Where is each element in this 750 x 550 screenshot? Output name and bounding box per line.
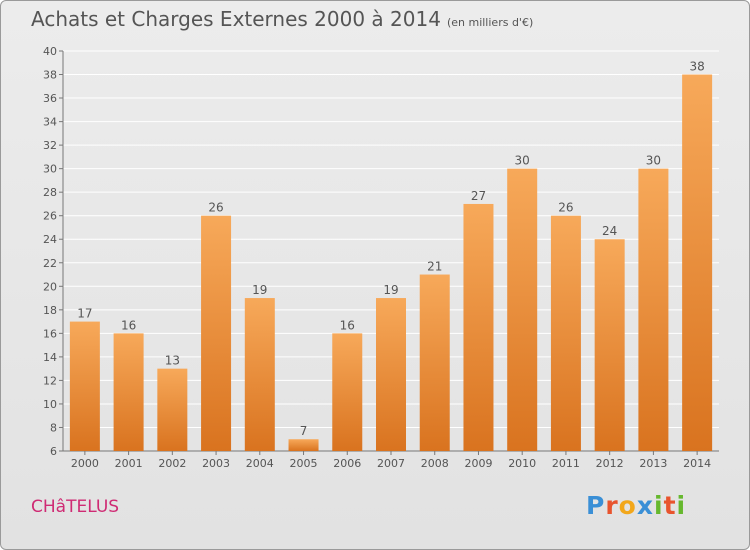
logo-letter: x	[636, 491, 654, 520]
data-label-2000: 17	[77, 307, 92, 321]
bar-2006	[332, 333, 363, 451]
x-tick-label: 2014	[683, 457, 711, 470]
x-tick-label: 2012	[596, 457, 624, 470]
logo-letter: i	[654, 491, 664, 520]
x-tick-label: 2011	[552, 457, 580, 470]
data-label-2010: 30	[515, 154, 530, 168]
x-tick-label: 2013	[639, 457, 667, 470]
y-tick-label: 16	[43, 327, 57, 340]
data-label-2001: 16	[121, 318, 136, 332]
y-tick-label: 40	[43, 45, 57, 58]
chart-title-block: Achats et Charges Externes 2000 à 2014 (e…	[31, 7, 533, 31]
logo-letter: P	[586, 491, 606, 520]
x-tick-label: 2001	[115, 457, 143, 470]
bar-2001	[113, 333, 144, 451]
logo-letter: i	[676, 491, 687, 520]
x-tick-label: 2008	[421, 457, 449, 470]
data-label-2003: 26	[208, 201, 223, 215]
y-tick-label: 6	[50, 445, 57, 458]
chart-subtitle: (en milliers d'€)	[446, 16, 534, 29]
data-label-2007: 19	[383, 283, 398, 297]
x-tick-label: 2009	[464, 457, 492, 470]
logo-letter: t	[663, 491, 677, 520]
y-tick-label: 8	[50, 421, 57, 434]
data-label-2014: 38	[689, 60, 704, 74]
axes: 6 8 10 12 14 16 18 20 22 24 26 28 30 32 34 36 38 40 2000 20…	[43, 45, 719, 470]
data-label-2008: 21	[427, 260, 442, 274]
bar-2002	[157, 368, 188, 451]
x-tick-label: 2010	[508, 457, 536, 470]
bar-2000	[69, 321, 100, 451]
bar-2009	[463, 203, 494, 451]
bar-2008	[419, 274, 450, 451]
bars	[69, 74, 713, 451]
y-tick-label: 14	[43, 351, 57, 364]
y-tick-label: 32	[43, 139, 57, 152]
data-label-2005: 7	[300, 424, 308, 438]
data-label-2004: 19	[252, 283, 267, 297]
bar-2012	[594, 239, 625, 451]
x-tick-label: 2005	[290, 457, 318, 470]
x-tick-label: 2002	[158, 457, 186, 470]
y-tick-label: 36	[43, 92, 57, 105]
y-tick-label: 20	[43, 280, 57, 293]
data-label-2002: 13	[165, 354, 180, 368]
data-label-2013: 30	[646, 154, 661, 168]
bar-2007	[376, 298, 406, 451]
y-tick-label: 12	[43, 374, 57, 387]
bar-2013	[638, 168, 669, 451]
bar-2005	[288, 439, 319, 451]
x-tick-label: 2007	[377, 457, 405, 470]
y-tick-label: 18	[43, 304, 57, 317]
bar-2011	[550, 215, 581, 451]
x-tick-label: 2000	[71, 457, 99, 470]
x-tick-label: 2006	[333, 457, 361, 470]
bar-2010	[507, 168, 538, 451]
data-label-2012: 24	[602, 224, 617, 238]
data-label-2011: 26	[558, 201, 573, 215]
x-tick-label: 2003	[202, 457, 230, 470]
proxiti-logo: Proxiti	[586, 491, 686, 520]
y-tick-label: 34	[43, 116, 57, 129]
logo-letter: r	[605, 491, 619, 520]
bar-2003	[201, 215, 232, 451]
y-tick-label: 30	[43, 163, 57, 176]
y-tick-label: 22	[43, 257, 57, 270]
x-tick-label: 2004	[246, 457, 274, 470]
y-tick-label: 38	[43, 69, 57, 82]
logo-letter: o	[618, 491, 637, 520]
commune-name: CHâTELUS	[31, 497, 120, 517]
y-tick-label: 24	[43, 233, 57, 246]
data-label-2006: 16	[340, 318, 355, 332]
y-tick-label: 28	[43, 186, 57, 199]
y-tick-label: 10	[43, 398, 57, 411]
bar-2014	[682, 74, 713, 451]
data-label-2009: 27	[471, 189, 486, 203]
data-labels: 17 16 13 26 19 7 16 19 21 27 30 26 24 30 38	[77, 60, 705, 439]
chart-title: Achats et Charges Externes 2000 à 2014	[31, 7, 441, 31]
bar-2004	[244, 298, 275, 451]
y-tick-label: 26	[43, 210, 57, 223]
